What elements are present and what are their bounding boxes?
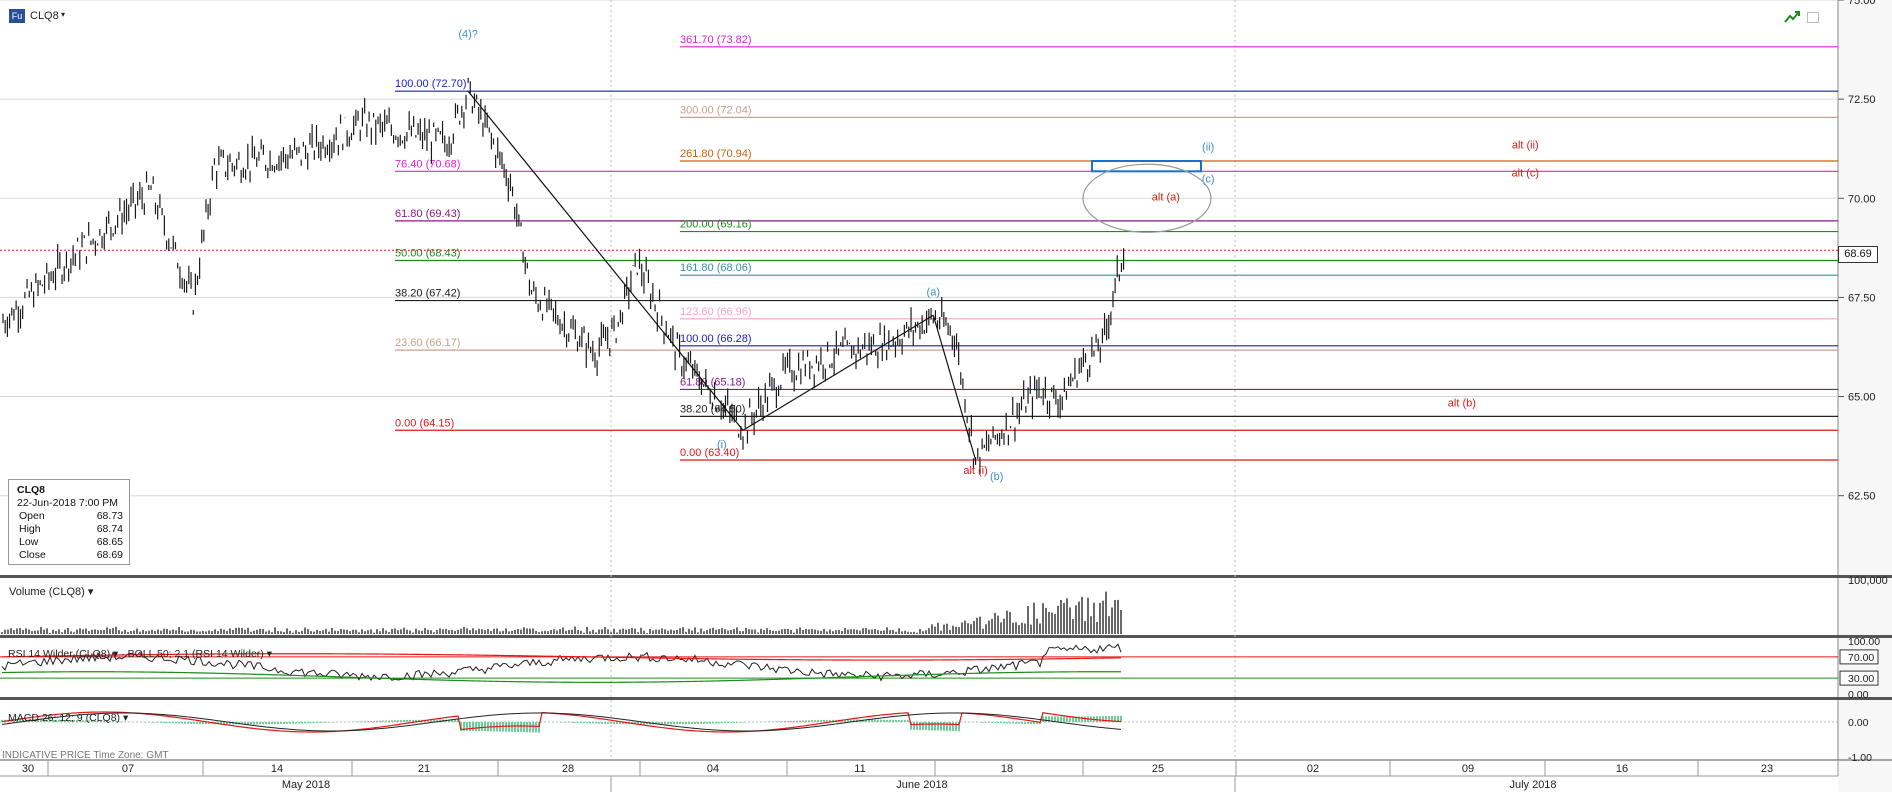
rsi-tick-label: 0.00	[1848, 689, 1869, 701]
wave-label: (i)	[717, 439, 727, 451]
fib-level-label: 300.00 (72.04)	[680, 104, 752, 116]
fib-level-label: 361.70 (73.82)	[680, 34, 752, 46]
volume-panel-label[interactable]: Volume (CLQ8) ▾	[9, 586, 94, 598]
rsi-tick-label: 70.00	[1848, 652, 1874, 664]
fib-level-label: 0.00 (64.15)	[395, 417, 454, 429]
wave-label: (ii)	[1202, 142, 1214, 154]
wave-line	[467, 90, 744, 431]
panel-separator	[0, 635, 1892, 638]
macd-tick-label: 0.00	[1848, 717, 1869, 729]
x-tick-label: 30	[22, 763, 34, 775]
trend-line-icon[interactable]	[1784, 10, 1800, 24]
indicative-price-footnote: INDICATIVE PRICE Time Zone: GMT	[2, 750, 169, 761]
rsi-level-tag	[1839, 649, 1879, 665]
volume-tick-label: 100,000	[1848, 575, 1888, 587]
ohlc-info-box: CLQ8 22-Jun-2018 7:00 PM Open 68.73 High 6…	[8, 479, 130, 565]
fib-level-label: 0.00 (63.40)	[680, 447, 739, 459]
fib-level-label: 76.40 (70.68)	[395, 158, 460, 170]
chevron-down-icon[interactable]: ▾	[61, 10, 66, 19]
window-restore-icon[interactable]	[1807, 12, 1819, 23]
y-tick-label: 67.50	[1848, 292, 1876, 304]
last-price-tag: 68.69	[1838, 246, 1878, 263]
panel-separator	[0, 697, 1892, 700]
fib-level-label: 200.00 (69.16)	[680, 219, 752, 231]
source-badge[interactable]: Fu	[9, 9, 25, 23]
x-tick-label: 18	[1001, 763, 1013, 775]
month-label: June 2018	[896, 779, 947, 791]
fib-level-label: 38.20 (67.42)	[395, 288, 460, 300]
fib-level-label: 61.80 (69.43)	[395, 208, 460, 220]
info-value: 68.74	[96, 523, 123, 535]
fib-level-label: 50.00 (68.43)	[395, 248, 460, 260]
y-tick-label: 65.00	[1848, 392, 1876, 404]
target-zone-ellipse	[1082, 163, 1212, 233]
rsi-tick-label: 30.00	[1848, 673, 1874, 685]
month-label: May 2018	[282, 779, 330, 791]
macd-panel-label[interactable]: MACD 26; 12; 9 (CLQ8) ▾	[8, 712, 129, 724]
info-label: Close	[19, 549, 46, 561]
bollinger-upper	[1, 653, 1122, 661]
rsi-level-tag	[1839, 670, 1879, 686]
x-tick-label: 16	[1616, 763, 1628, 775]
bollinger-lower	[1, 671, 1122, 683]
wave-label: alt (i)	[963, 465, 987, 477]
rsi-line	[1, 643, 1122, 682]
target-zone-box	[1091, 160, 1202, 173]
info-label: Open	[19, 510, 45, 522]
y-tick-label: 70.00	[1848, 193, 1876, 205]
x-tick-label: 14	[271, 763, 283, 775]
x-tick-label: 28	[562, 763, 574, 775]
x-tick-label: 02	[1307, 763, 1319, 775]
fib-level-label: 123.60 (66.96)	[680, 306, 752, 318]
y-tick-label: 75.00	[1848, 0, 1876, 7]
wave-label: (4)?	[458, 29, 478, 41]
info-symbol: CLQ8	[17, 484, 46, 496]
info-value: 68.65	[96, 536, 123, 548]
wave-label: (b)	[990, 471, 1003, 483]
x-tick-label: 21	[418, 763, 430, 775]
info-value: 68.69	[96, 549, 123, 561]
x-tick-label: 23	[1761, 763, 1773, 775]
wave-label: alt (ii)	[1512, 140, 1539, 152]
x-tick-label: 07	[122, 763, 134, 775]
fib-level-label: 100.00 (66.28)	[680, 333, 752, 345]
panel-separator	[0, 575, 1892, 578]
fib-level-label: 100.00 (72.70)	[395, 78, 467, 90]
rsi-tick-label: 100.00	[1848, 636, 1880, 648]
fib-level-label: 23.60 (66.17)	[395, 337, 460, 349]
wave-label: (c)	[1202, 173, 1215, 185]
fib-level-label: 61.80 (65.18)	[680, 376, 745, 388]
symbol-selector[interactable]: CLQ8	[30, 10, 59, 22]
info-label: Low	[19, 536, 39, 548]
fib-level-label: 261.80 (70.94)	[680, 148, 752, 160]
info-datetime: 22-Jun-2018 7:00 PM	[17, 497, 118, 509]
rsi-panel-label[interactable]: RSI 14 Wilder (CLQ8) ▾ · BOLL 50; 2.1 (R…	[8, 648, 272, 660]
wave-label: (a)	[927, 286, 940, 298]
x-tick-label: 11	[854, 763, 865, 775]
wave-label: alt (a)	[1152, 191, 1180, 203]
wave-line	[932, 315, 977, 461]
info-label: High	[19, 523, 41, 535]
x-tick-label: 04	[707, 763, 719, 775]
y-tick-label: 72.50	[1848, 94, 1876, 106]
wave-label: alt (c)	[1512, 167, 1540, 179]
month-label: July 2018	[1509, 779, 1556, 791]
x-tick-label: 25	[1152, 763, 1164, 775]
fib-level-label: 161.80 (68.06)	[680, 262, 752, 274]
wave-label: alt (b)	[1448, 397, 1476, 409]
macd-tick-label: -1.00	[1848, 752, 1872, 764]
wave-line	[742, 314, 934, 431]
info-value: 68.73	[96, 510, 123, 522]
x-tick-label: 09	[1462, 763, 1474, 775]
macd-signal-line	[1, 712, 1122, 732]
y-tick-label: 62.50	[1848, 491, 1876, 503]
